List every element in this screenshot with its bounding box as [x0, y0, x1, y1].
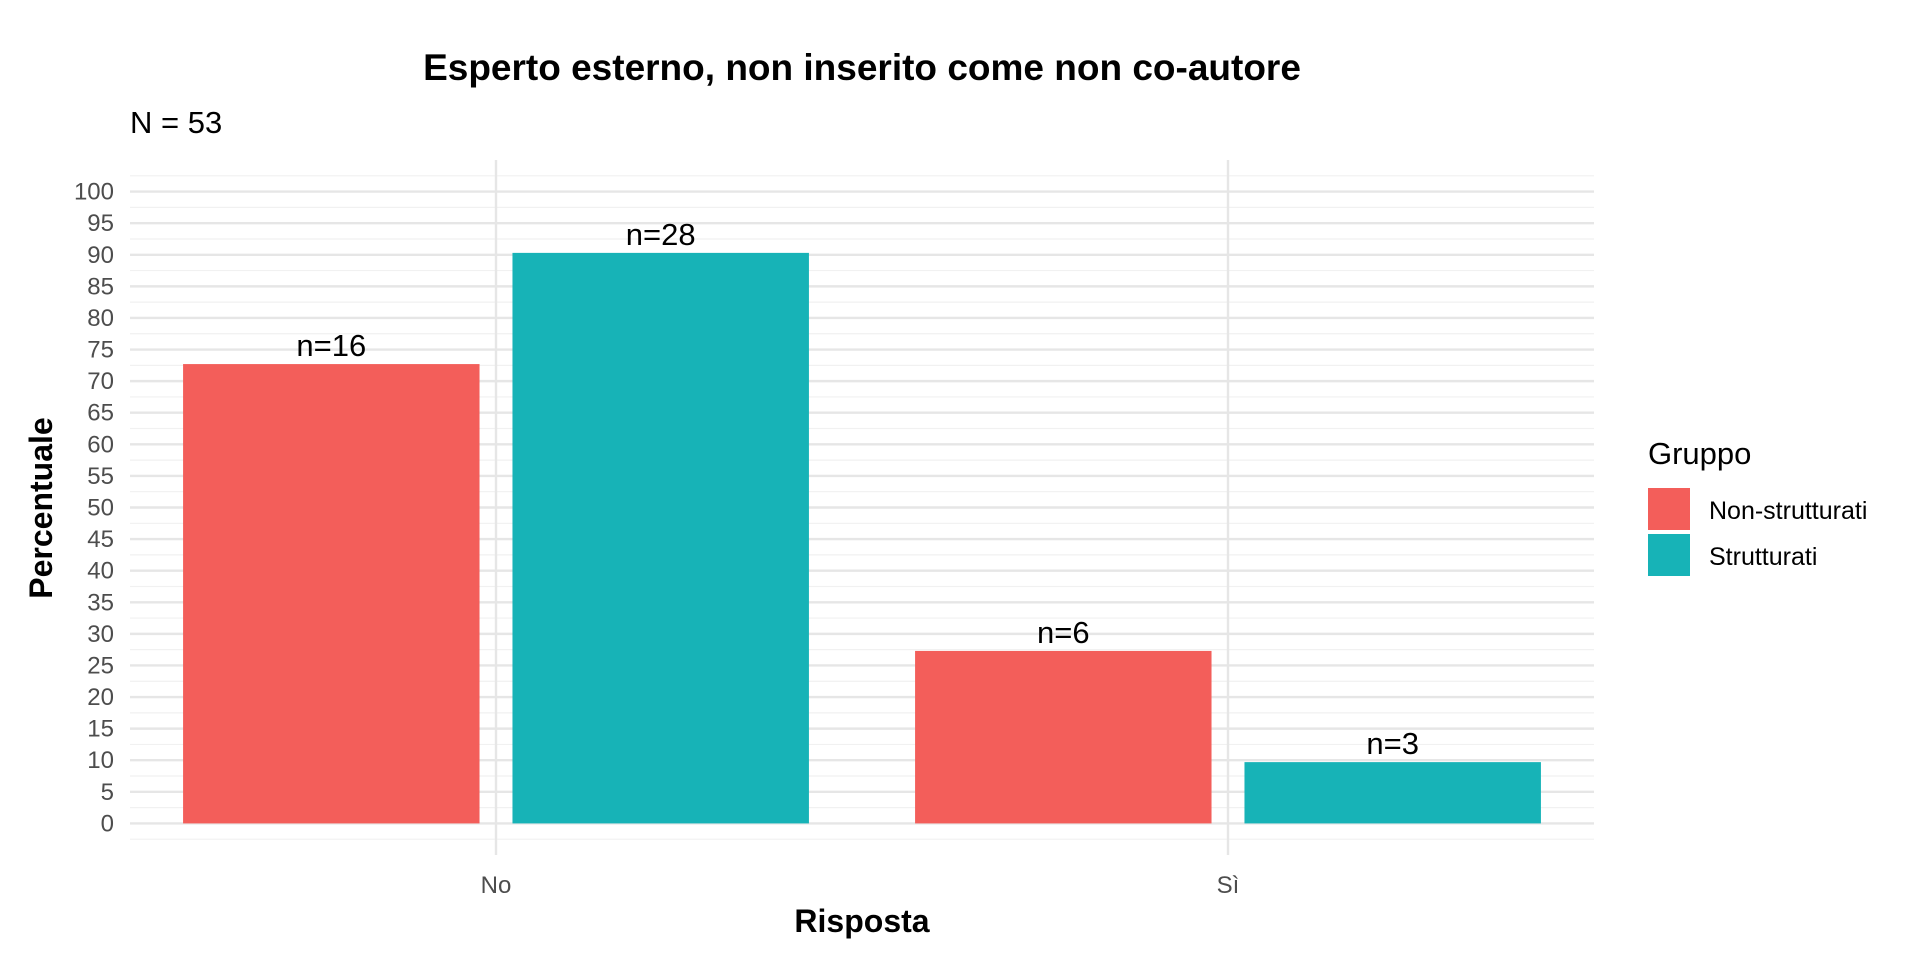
y-tick-label: 40	[87, 558, 114, 585]
y-tick-label: 50	[87, 495, 114, 522]
y-tick-label: 5	[101, 779, 114, 806]
bar-non-strutturati-0	[183, 364, 480, 824]
x-axis-ticks: No Sì	[481, 872, 1240, 899]
y-tick-label: 25	[87, 652, 114, 679]
y-tick-label: 90	[87, 242, 114, 269]
x-tick-label: Sì	[1217, 872, 1240, 899]
y-tick-label: 30	[87, 621, 114, 648]
legend-key-non-strutturati	[1648, 488, 1690, 530]
y-tick-label: 35	[87, 589, 114, 616]
y-tick-label: 15	[87, 716, 114, 743]
y-tick-label: 95	[87, 210, 114, 237]
x-axis-label: Risposta	[794, 903, 929, 939]
legend-key-strutturati	[1648, 534, 1690, 576]
y-axis-label: Percentuale	[23, 417, 59, 598]
bar-value-label: n=6	[1037, 615, 1090, 650]
bar-value-label: n=16	[296, 328, 366, 363]
y-tick-label: 45	[87, 526, 114, 553]
y-axis-ticks: 0 5 10 15 20 25 30 35 40 45 50 55 60 65 70 75 80 85 90 95 10…	[74, 179, 114, 838]
y-tick-label: 75	[87, 337, 114, 364]
y-tick-label: 55	[87, 463, 114, 490]
bar-strutturati-0	[512, 252, 809, 824]
y-tick-label: 10	[87, 747, 114, 774]
chart-subtitle: N = 53	[130, 105, 222, 140]
bar-value-label: n=3	[1366, 726, 1419, 761]
data-labels: n=16 n=6 n=28 n=3	[296, 217, 1419, 761]
legend-label-strutturati: Strutturati	[1709, 543, 1817, 571]
y-tick-label: 0	[101, 810, 114, 837]
bar-non-strutturati-1	[915, 650, 1212, 824]
y-tick-label: 100	[74, 179, 114, 206]
y-tick-label: 60	[87, 431, 114, 458]
y-tick-label: 70	[87, 368, 114, 395]
legend-title: Gruppo	[1648, 436, 1751, 471]
bar-strutturati-1	[1244, 762, 1541, 824]
bars	[183, 252, 1541, 824]
legend-label-non-strutturati: Non-strutturati	[1709, 497, 1867, 525]
y-tick-label: 85	[87, 273, 114, 300]
chart-title: Esperto esterno, non inserito come non c…	[423, 47, 1301, 88]
y-tick-label: 20	[87, 684, 114, 711]
x-tick-label: No	[481, 872, 512, 899]
bar-value-label: n=28	[626, 217, 696, 252]
y-tick-label: 65	[87, 400, 114, 427]
y-tick-label: 80	[87, 305, 114, 332]
legend: Gruppo Non-strutturati Strutturati	[1648, 436, 1867, 576]
